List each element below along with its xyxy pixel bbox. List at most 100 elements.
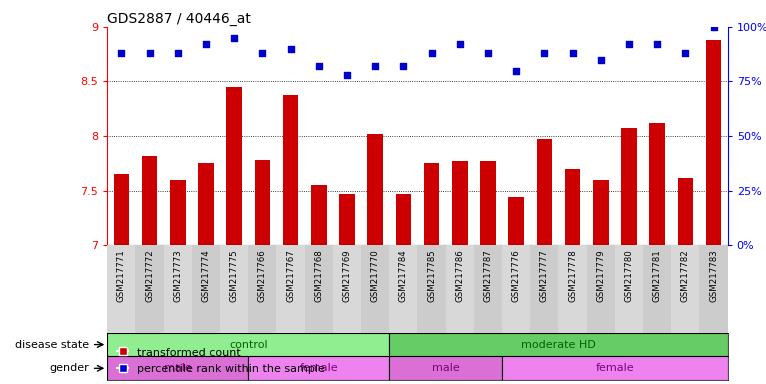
Text: GSM217787: GSM217787 bbox=[483, 250, 493, 303]
Text: GSM217778: GSM217778 bbox=[568, 250, 577, 303]
Text: GSM217776: GSM217776 bbox=[512, 250, 521, 303]
Text: GSM217769: GSM217769 bbox=[342, 250, 352, 302]
Bar bbox=[509, 197, 524, 245]
Bar bbox=[565, 169, 581, 245]
Text: GSM217774: GSM217774 bbox=[201, 250, 211, 303]
Point bbox=[341, 72, 353, 78]
Bar bbox=[311, 185, 326, 245]
Point bbox=[623, 41, 635, 48]
Bar bbox=[558, 245, 587, 333]
Bar bbox=[113, 174, 129, 245]
Point bbox=[398, 63, 410, 69]
Bar bbox=[389, 333, 728, 356]
Point bbox=[566, 50, 579, 56]
Point bbox=[510, 68, 522, 74]
Bar bbox=[142, 156, 157, 245]
Text: male: male bbox=[164, 363, 192, 373]
Point bbox=[651, 41, 663, 48]
Bar bbox=[621, 129, 637, 245]
Bar bbox=[107, 333, 389, 356]
Point bbox=[143, 50, 155, 56]
Bar bbox=[333, 245, 361, 333]
Text: disease state: disease state bbox=[15, 339, 89, 349]
Text: GSM217768: GSM217768 bbox=[314, 250, 323, 303]
Bar bbox=[107, 245, 136, 333]
Legend: transformed count, percentile rank within the sample: transformed count, percentile rank withi… bbox=[113, 343, 329, 379]
Bar bbox=[198, 164, 214, 245]
Text: GSM217771: GSM217771 bbox=[117, 250, 126, 303]
Text: GSM217786: GSM217786 bbox=[455, 250, 464, 303]
Text: female: female bbox=[596, 363, 634, 373]
Point bbox=[708, 24, 720, 30]
Bar bbox=[248, 245, 277, 333]
Bar bbox=[502, 356, 728, 380]
Text: GSM217784: GSM217784 bbox=[399, 250, 408, 303]
Bar bbox=[643, 245, 671, 333]
Bar bbox=[361, 245, 389, 333]
Bar bbox=[136, 245, 164, 333]
Point bbox=[256, 50, 269, 56]
Bar bbox=[650, 123, 665, 245]
Text: GSM217766: GSM217766 bbox=[258, 250, 267, 303]
Point bbox=[228, 35, 241, 41]
Bar bbox=[283, 94, 298, 245]
Point bbox=[172, 50, 184, 56]
Point bbox=[313, 63, 325, 69]
Bar bbox=[671, 245, 699, 333]
Bar bbox=[227, 87, 242, 245]
Bar bbox=[170, 180, 185, 245]
Bar bbox=[474, 245, 502, 333]
Bar bbox=[248, 356, 389, 380]
Bar bbox=[678, 178, 693, 245]
Text: control: control bbox=[229, 339, 267, 349]
Bar bbox=[537, 139, 552, 245]
Bar bbox=[389, 245, 417, 333]
Bar bbox=[452, 161, 467, 245]
Bar bbox=[530, 245, 558, 333]
Text: GSM217767: GSM217767 bbox=[286, 250, 295, 303]
Bar bbox=[424, 164, 440, 245]
Bar bbox=[339, 194, 355, 245]
Text: GSM217777: GSM217777 bbox=[540, 250, 549, 303]
Bar bbox=[502, 245, 530, 333]
Text: GSM217781: GSM217781 bbox=[653, 250, 662, 303]
Point bbox=[200, 41, 212, 48]
Point bbox=[453, 41, 466, 48]
Bar bbox=[107, 356, 248, 380]
Bar bbox=[368, 134, 383, 245]
Point bbox=[594, 56, 607, 63]
Bar bbox=[254, 160, 270, 245]
Point bbox=[425, 50, 437, 56]
Bar bbox=[395, 194, 411, 245]
Text: GSM217770: GSM217770 bbox=[371, 250, 380, 303]
Bar bbox=[192, 245, 220, 333]
Bar bbox=[446, 245, 474, 333]
Text: female: female bbox=[300, 363, 338, 373]
Bar bbox=[593, 180, 608, 245]
Bar bbox=[587, 245, 615, 333]
Text: moderate HD: moderate HD bbox=[521, 339, 596, 349]
Text: GSM217775: GSM217775 bbox=[230, 250, 239, 303]
Point bbox=[482, 50, 494, 56]
Text: GSM217782: GSM217782 bbox=[681, 250, 690, 303]
Bar bbox=[417, 245, 446, 333]
Bar bbox=[480, 161, 496, 245]
Point bbox=[679, 50, 692, 56]
Text: male: male bbox=[432, 363, 460, 373]
Text: GSM217773: GSM217773 bbox=[173, 250, 182, 303]
Point bbox=[284, 46, 296, 52]
Point bbox=[538, 50, 551, 56]
Text: GSM217772: GSM217772 bbox=[145, 250, 154, 303]
Text: GSM217785: GSM217785 bbox=[427, 250, 436, 303]
Bar bbox=[699, 245, 728, 333]
Text: GSM217783: GSM217783 bbox=[709, 250, 718, 303]
Text: GSM217780: GSM217780 bbox=[624, 250, 633, 303]
Bar bbox=[305, 245, 333, 333]
Text: GDS2887 / 40446_at: GDS2887 / 40446_at bbox=[107, 12, 251, 26]
Bar bbox=[277, 245, 305, 333]
Bar bbox=[220, 245, 248, 333]
Text: GSM217779: GSM217779 bbox=[596, 250, 605, 302]
Bar bbox=[615, 245, 643, 333]
Bar bbox=[164, 245, 192, 333]
Text: gender: gender bbox=[49, 363, 89, 373]
